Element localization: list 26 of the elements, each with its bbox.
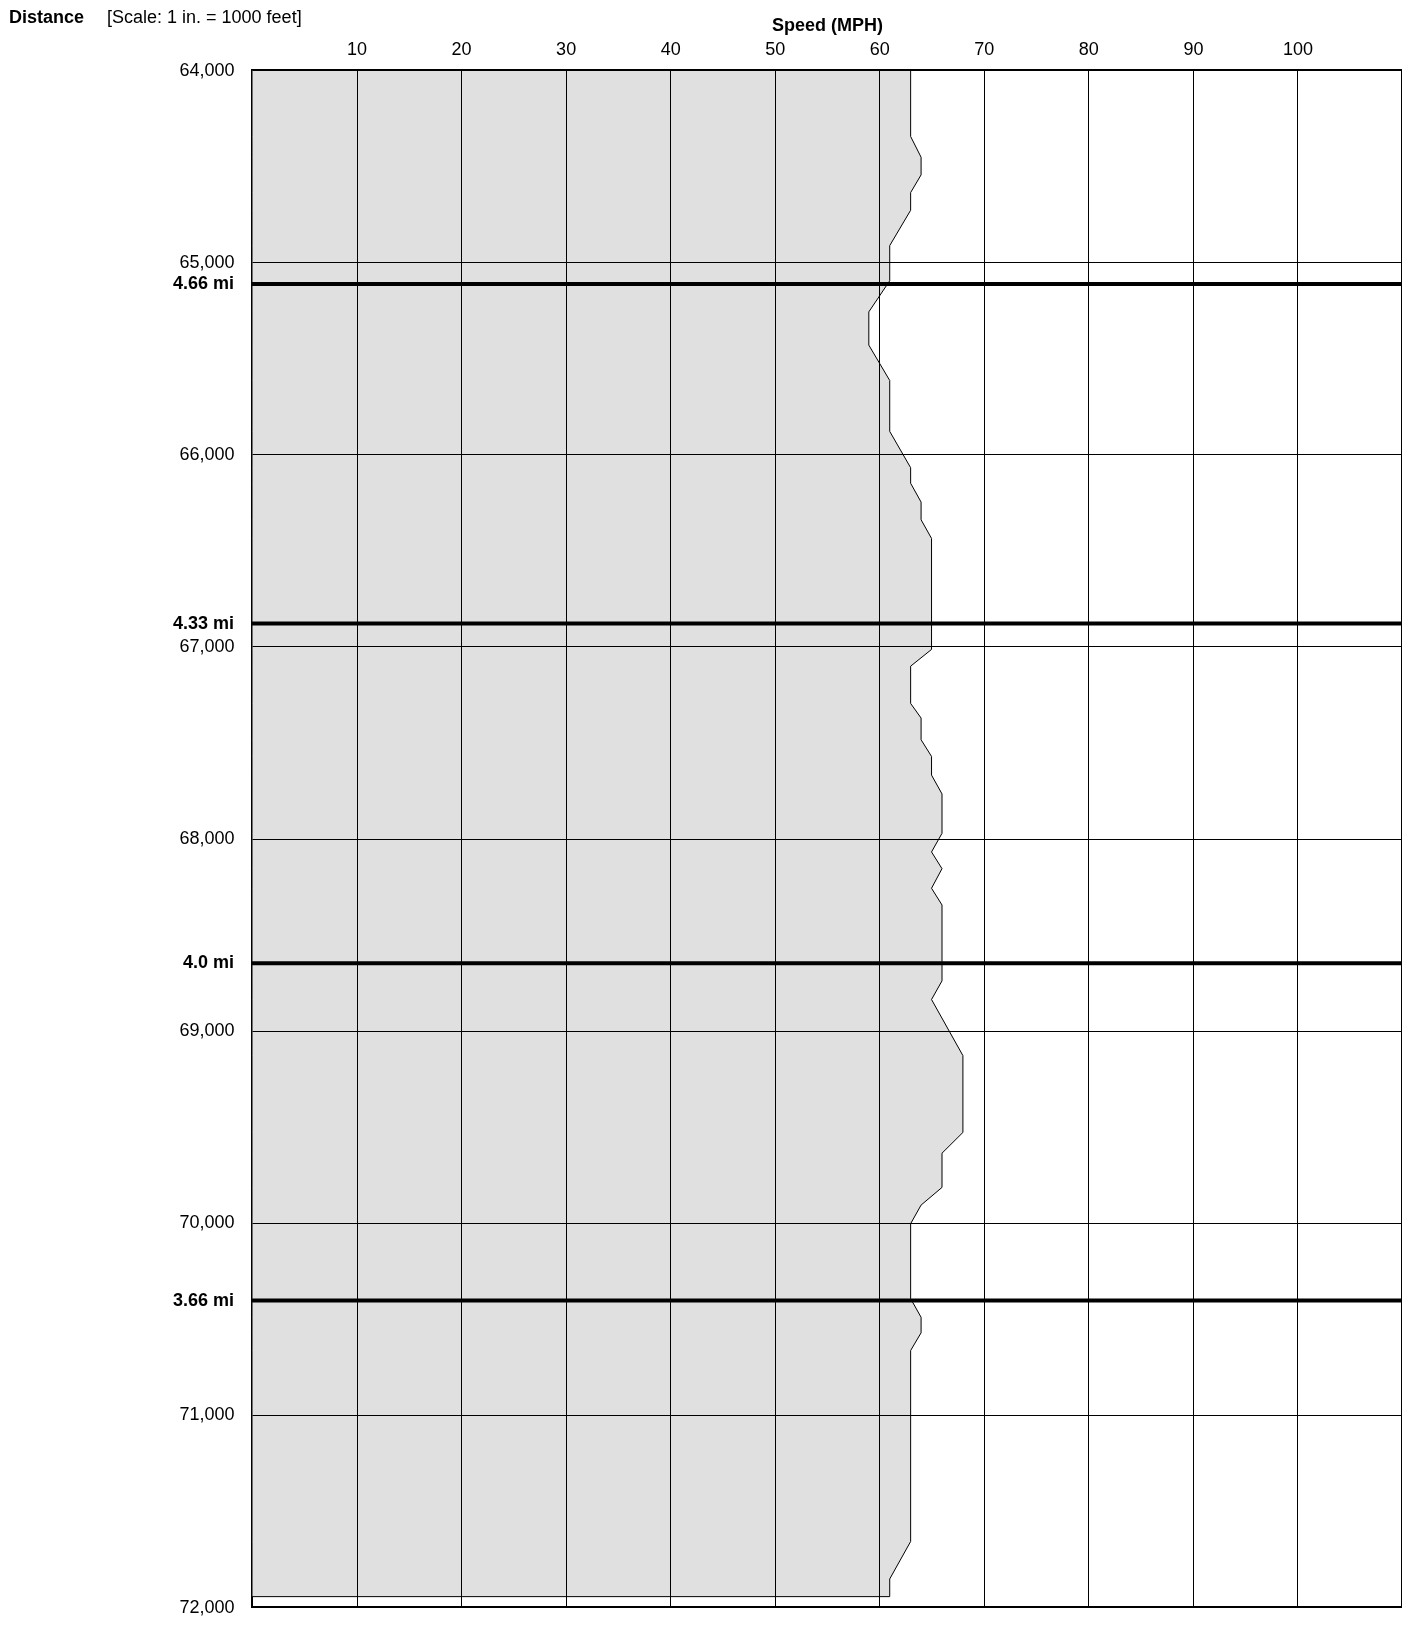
text: [Scale: 1 in. = 1000 feet] bbox=[107, 7, 302, 27]
y-tick-label: 71,000 bbox=[179, 1404, 235, 1425]
x-axis-title: Speed (MPH) bbox=[771, 14, 884, 35]
ref-line-label: 3.66 mi bbox=[172, 1289, 234, 1310]
x-tick-label: 30 bbox=[556, 38, 577, 59]
x-tick-label: 50 bbox=[765, 38, 786, 59]
x-tick-label: 10 bbox=[347, 38, 368, 59]
x-tick-label: 90 bbox=[1183, 38, 1204, 59]
y-tick-label: 65,000 bbox=[179, 251, 235, 272]
x-tick-label: 70 bbox=[974, 38, 995, 59]
x-tick-label: 80 bbox=[1078, 38, 1099, 59]
y-tick-label: 70,000 bbox=[179, 1212, 235, 1233]
x-tick-label: 40 bbox=[660, 38, 681, 59]
y-tick-label: 64,000 bbox=[179, 59, 235, 80]
ref-line-label: 4.0 mi bbox=[182, 952, 234, 973]
text: Distance bbox=[9, 7, 85, 27]
y-tick-label: 69,000 bbox=[179, 1020, 235, 1041]
y-tick-label: 68,000 bbox=[179, 828, 235, 848]
y-tick-label: 66,000 bbox=[179, 443, 235, 464]
y-tick-label: 72,000 bbox=[179, 1596, 235, 1617]
ref-line-label: 4.66 mi bbox=[172, 273, 234, 294]
x-tick-label: 20 bbox=[451, 38, 472, 59]
x-tick-label: 60 bbox=[869, 38, 890, 59]
x-tick-label: 100 bbox=[1282, 38, 1313, 59]
y-tick-label: 67,000 bbox=[179, 635, 235, 656]
ref-line-label: 4.33 mi bbox=[172, 612, 234, 633]
